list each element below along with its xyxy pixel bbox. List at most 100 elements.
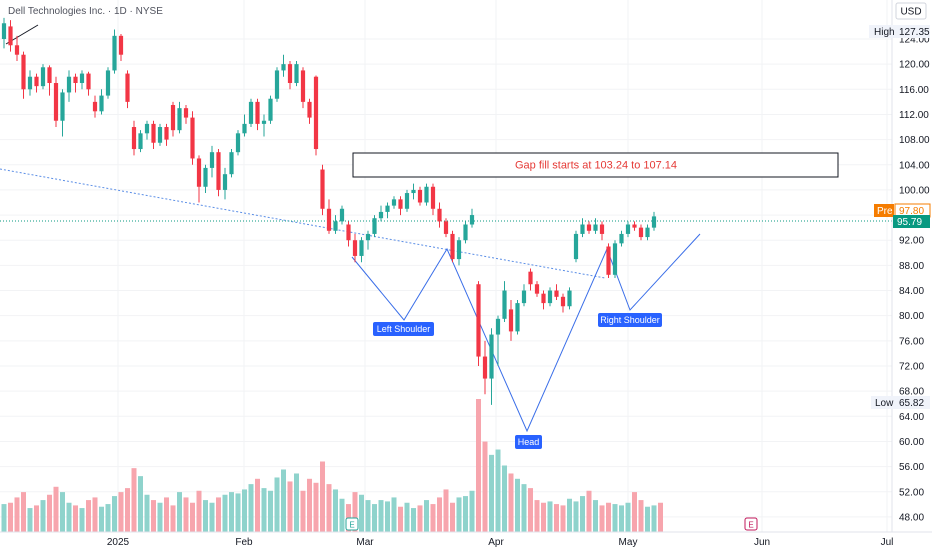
gap-fill-box[interactable] xyxy=(352,152,839,178)
candle xyxy=(346,221,351,247)
price-tick-label: 52.00 xyxy=(899,487,924,498)
volume-bar xyxy=(339,498,345,532)
candle-body xyxy=(47,67,52,84)
volume-bar xyxy=(489,454,494,532)
candle xyxy=(404,189,410,212)
candle xyxy=(385,202,390,219)
volume-bar xyxy=(229,492,234,532)
head-shoulders-pattern[interactable] xyxy=(351,233,701,433)
time-tick-label: Mar xyxy=(356,537,374,548)
volume-bar xyxy=(203,500,208,532)
volume-bar xyxy=(593,500,598,532)
candle xyxy=(79,70,85,90)
volume-bar xyxy=(138,476,143,532)
volume-bar xyxy=(1,504,7,532)
volume-bar xyxy=(469,490,475,532)
volume-bar xyxy=(625,502,631,532)
candle xyxy=(645,224,650,241)
candle xyxy=(66,70,72,102)
volume-bar xyxy=(508,473,514,532)
candle-body xyxy=(521,290,527,304)
candle-body xyxy=(222,174,228,190)
candle xyxy=(320,164,325,216)
candle xyxy=(196,155,202,203)
candle-body xyxy=(21,54,26,90)
candle-body xyxy=(170,105,176,131)
candle xyxy=(398,196,403,216)
volume-bar xyxy=(586,490,592,532)
currency-button[interactable]: USD xyxy=(895,2,927,20)
candle-body xyxy=(242,123,247,134)
time-axis[interactable]: 2025 Feb Mar Apr May Jun Jul xyxy=(107,537,894,548)
volume-bar xyxy=(391,497,397,532)
volume-bar xyxy=(599,505,605,532)
candle xyxy=(157,123,163,146)
candle-body xyxy=(326,208,332,231)
candle-body xyxy=(196,158,202,187)
candle xyxy=(632,221,637,231)
volume-bar xyxy=(378,500,384,532)
trend-line[interactable] xyxy=(0,168,606,279)
gap-fill-annotation[interactable]: Gap fill starts at 103.24 to 107.14 xyxy=(352,152,839,178)
volume-bar xyxy=(443,489,449,532)
earnings-marker-past[interactable]: E xyxy=(345,517,359,531)
candle xyxy=(554,284,559,300)
volume-bar xyxy=(183,497,189,532)
candle xyxy=(229,149,234,178)
volume-bar xyxy=(495,449,501,532)
volume-bar xyxy=(554,504,559,532)
volume-bar xyxy=(326,484,332,532)
price-tick-label: 84.00 xyxy=(899,286,924,297)
volume-bar xyxy=(242,489,247,532)
candle-body xyxy=(53,83,59,121)
candle xyxy=(495,315,501,366)
left-shoulder-label[interactable]: Left Shoulder xyxy=(373,322,434,336)
candle xyxy=(534,281,540,297)
volume-bar xyxy=(190,502,195,532)
candle-body xyxy=(645,227,650,238)
price-scale[interactable]: 48.00 52.00 56.00 60.00 64.00 68.00 72.00 76.00… xyxy=(899,34,930,523)
volume-bar xyxy=(53,486,59,532)
candle-body xyxy=(164,127,169,140)
candle xyxy=(599,221,605,241)
candle-body xyxy=(313,76,319,150)
candle-body xyxy=(203,167,208,187)
right-shoulder-label[interactable]: Right Shoulder xyxy=(598,313,662,327)
candle-body xyxy=(261,120,267,124)
volume-bar xyxy=(255,478,260,532)
volume-bar xyxy=(606,502,611,532)
candle-body xyxy=(398,199,403,209)
price-tick-label: 76.00 xyxy=(899,336,924,347)
head-label[interactable]: Head xyxy=(515,435,542,449)
candle-body xyxy=(281,64,286,71)
candle xyxy=(372,215,377,238)
volume-bars xyxy=(1,399,663,532)
candle-body xyxy=(632,224,637,228)
candle xyxy=(105,67,111,99)
candle xyxy=(391,196,397,209)
candle xyxy=(508,299,514,341)
candle-body xyxy=(651,216,657,228)
price-tick-label: 56.00 xyxy=(899,462,924,473)
volume-bar xyxy=(131,468,137,532)
candle xyxy=(450,230,455,263)
currency-label: USD xyxy=(900,7,921,18)
volume-bar xyxy=(398,506,403,532)
candle-body xyxy=(300,70,306,102)
volume-bar xyxy=(456,497,462,532)
candle-body xyxy=(118,35,124,55)
candle xyxy=(502,281,507,322)
low-tag: Low 65.82 xyxy=(871,396,930,409)
volume-bar xyxy=(248,484,254,532)
candle xyxy=(541,290,546,310)
candle-body xyxy=(105,70,111,96)
candle xyxy=(177,101,182,134)
volume-bar xyxy=(651,505,657,532)
earnings-marker-upcoming[interactable]: E xyxy=(744,517,758,531)
time-tick-label: Feb xyxy=(235,537,253,548)
volume-bar xyxy=(417,505,423,532)
volume-bar xyxy=(359,494,364,532)
candle-body xyxy=(580,224,585,234)
candle xyxy=(437,202,442,228)
